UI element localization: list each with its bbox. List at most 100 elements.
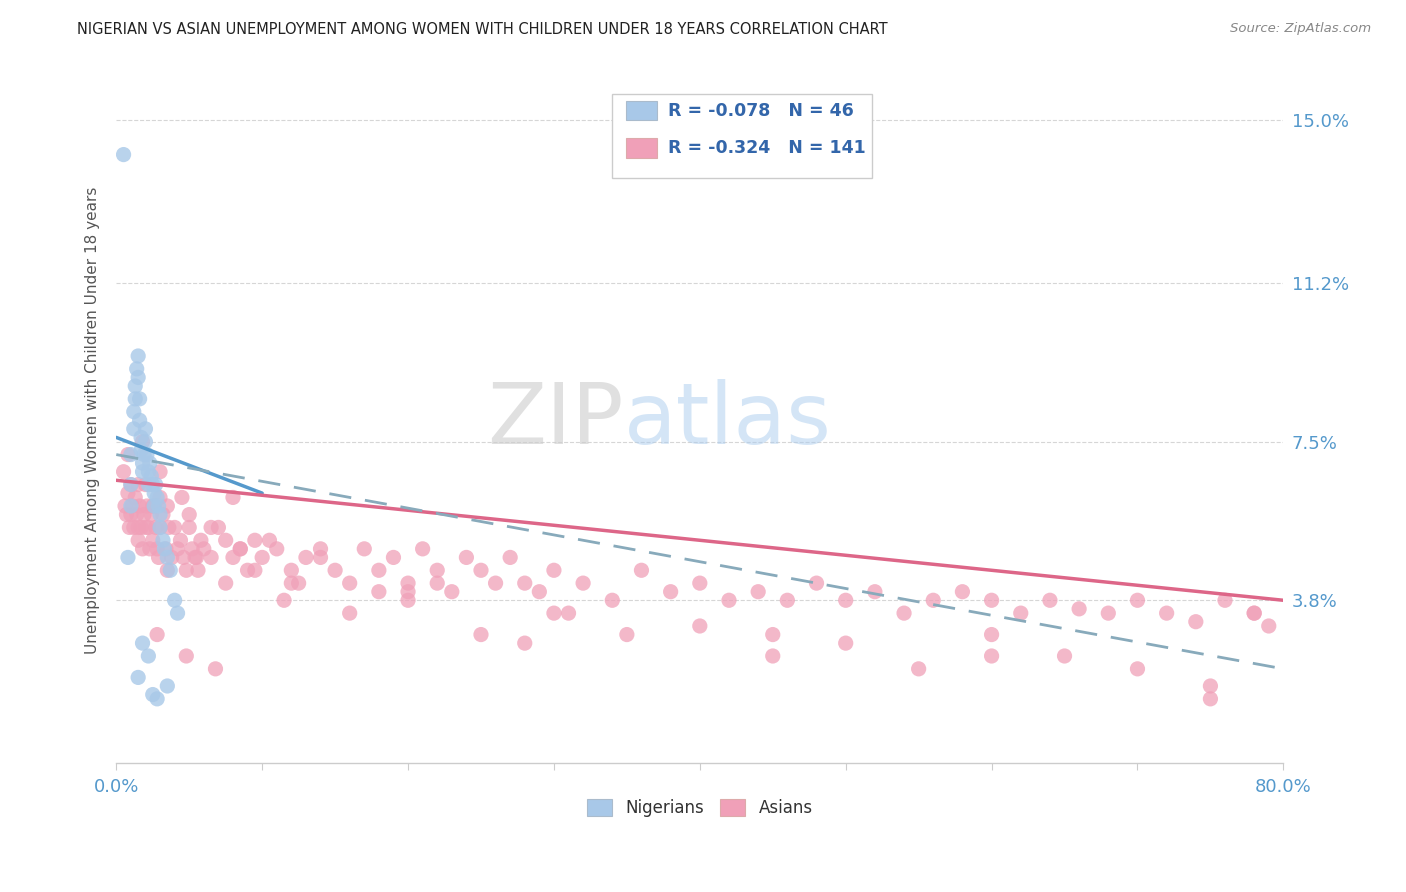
Point — [156, 563, 179, 577]
Point — [131, 541, 153, 556]
Point — [127, 349, 149, 363]
Point — [440, 584, 463, 599]
Point — [134, 520, 156, 534]
Point — [141, 469, 163, 483]
Point — [145, 520, 167, 534]
Point — [513, 576, 536, 591]
Point — [128, 413, 150, 427]
Point — [146, 691, 169, 706]
Point — [513, 636, 536, 650]
Point — [229, 541, 252, 556]
Point — [184, 550, 207, 565]
Point — [382, 550, 405, 565]
Point — [1156, 606, 1178, 620]
Point — [907, 662, 929, 676]
Point — [138, 648, 160, 663]
Point — [280, 563, 302, 577]
Point — [145, 477, 167, 491]
Point — [1126, 662, 1149, 676]
Point — [543, 563, 565, 577]
Point — [1053, 648, 1076, 663]
Point — [149, 465, 172, 479]
Point — [499, 550, 522, 565]
Point — [1126, 593, 1149, 607]
Point — [112, 465, 135, 479]
Point — [1039, 593, 1062, 607]
Point — [132, 508, 155, 522]
Point — [122, 520, 145, 534]
Point — [893, 606, 915, 620]
Y-axis label: Unemployment Among Women with Children Under 18 years: Unemployment Among Women with Children U… — [86, 186, 100, 654]
Point — [179, 508, 201, 522]
Point — [689, 576, 711, 591]
Point — [152, 533, 174, 548]
Point — [120, 448, 142, 462]
Point — [243, 563, 266, 577]
Point — [600, 593, 623, 607]
Point — [186, 550, 208, 565]
Point — [146, 491, 169, 505]
Point — [129, 520, 152, 534]
Point — [353, 541, 375, 556]
Point — [922, 593, 945, 607]
Point — [952, 584, 974, 599]
Point — [339, 576, 361, 591]
Point — [156, 679, 179, 693]
Point — [396, 584, 419, 599]
Point — [148, 550, 170, 565]
Point — [259, 533, 281, 548]
Point — [1243, 606, 1265, 620]
Point — [630, 563, 652, 577]
Point — [141, 508, 163, 522]
Point — [134, 434, 156, 449]
Point — [159, 563, 181, 577]
Point — [131, 636, 153, 650]
Point — [717, 593, 740, 607]
Point — [131, 434, 153, 449]
Point — [426, 576, 449, 591]
Point — [146, 541, 169, 556]
Point — [142, 533, 165, 548]
Point — [118, 520, 141, 534]
Point — [117, 448, 139, 462]
Point — [1257, 619, 1279, 633]
Point — [287, 576, 309, 591]
Point — [142, 688, 165, 702]
Point — [156, 550, 179, 565]
Point — [266, 541, 288, 556]
Point — [120, 508, 142, 522]
Text: NIGERIAN VS ASIAN UNEMPLOYMENT AMONG WOMEN WITH CHILDREN UNDER 18 YEARS CORRELAT: NIGERIAN VS ASIAN UNEMPLOYMENT AMONG WOM… — [77, 22, 889, 37]
Point — [1097, 606, 1119, 620]
Point — [529, 584, 551, 599]
Point — [135, 499, 157, 513]
Point — [169, 533, 191, 548]
Point — [181, 541, 204, 556]
Point — [163, 593, 186, 607]
Point — [747, 584, 769, 599]
Point — [122, 405, 145, 419]
Point — [142, 477, 165, 491]
Point — [121, 499, 143, 513]
Point — [148, 499, 170, 513]
Point — [200, 520, 222, 534]
Point — [153, 541, 176, 556]
Point — [139, 456, 162, 470]
Point — [215, 576, 238, 591]
Point — [572, 576, 595, 591]
Point — [470, 627, 492, 641]
Point — [146, 627, 169, 641]
Point — [190, 533, 212, 548]
Point — [163, 520, 186, 534]
Point — [157, 520, 180, 534]
Point — [134, 477, 156, 491]
Point — [128, 499, 150, 513]
Text: R = -0.078   N = 46: R = -0.078 N = 46 — [668, 102, 853, 120]
Point — [143, 499, 166, 513]
Point — [120, 499, 142, 513]
Point — [131, 456, 153, 470]
Point — [135, 448, 157, 462]
Point — [179, 520, 201, 534]
Point — [166, 606, 188, 620]
Point — [367, 563, 389, 577]
Point — [616, 627, 638, 641]
